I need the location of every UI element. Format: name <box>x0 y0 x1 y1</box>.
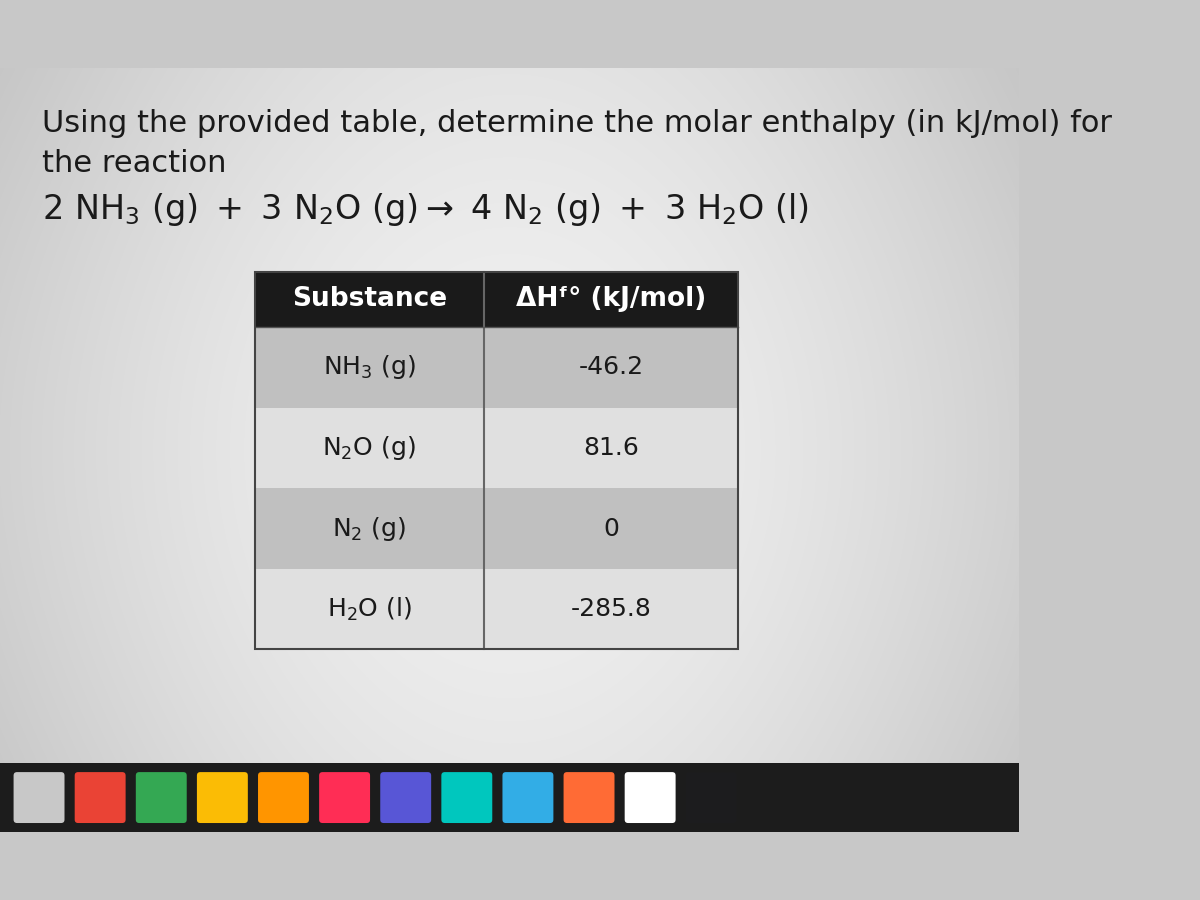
Bar <box>0 763 1019 832</box>
Bar <box>254 488 738 569</box>
Text: -46.2: -46.2 <box>578 356 643 379</box>
FancyBboxPatch shape <box>197 772 248 823</box>
Text: ΔHᶠ° (kJ/mol): ΔHᶠ° (kJ/mol) <box>516 286 707 312</box>
FancyBboxPatch shape <box>442 772 492 823</box>
FancyBboxPatch shape <box>685 772 737 823</box>
Text: Substance: Substance <box>292 286 446 312</box>
Text: the reaction: the reaction <box>42 148 227 177</box>
Text: $\mathregular{N_2O\ (g)}$: $\mathregular{N_2O\ (g)}$ <box>323 434 416 462</box>
Text: $\mathregular{H_2O\ (l)}$: $\mathregular{H_2O\ (l)}$ <box>326 596 412 623</box>
Text: 0: 0 <box>604 517 619 541</box>
FancyBboxPatch shape <box>136 772 187 823</box>
Text: $\mathregular{NH_3\ (g)}$: $\mathregular{NH_3\ (g)}$ <box>323 353 415 382</box>
FancyBboxPatch shape <box>564 772 614 823</box>
Text: Using the provided table, determine the molar enthalpy (in kJ/mol) for: Using the provided table, determine the … <box>42 109 1112 138</box>
FancyBboxPatch shape <box>13 772 65 823</box>
Bar <box>254 408 738 488</box>
Text: -285.8: -285.8 <box>571 597 652 621</box>
Bar <box>254 327 738 408</box>
Bar <box>254 272 738 650</box>
Bar <box>254 569 738 650</box>
FancyBboxPatch shape <box>380 772 431 823</box>
Bar <box>254 272 738 327</box>
Text: $\mathregular{2\ NH_3\ (g)\ +\ 3\ N_2O\ (g)\rightarrow\ 4\ N_2\ (g)\ +\ 3\ H_2O\: $\mathregular{2\ NH_3\ (g)\ +\ 3\ N_2O\ … <box>42 191 810 228</box>
FancyBboxPatch shape <box>258 772 308 823</box>
FancyBboxPatch shape <box>625 772 676 823</box>
FancyBboxPatch shape <box>503 772 553 823</box>
Text: $\mathregular{N_2\ (g)}$: $\mathregular{N_2\ (g)}$ <box>332 515 407 543</box>
Text: 81.6: 81.6 <box>583 436 640 460</box>
FancyBboxPatch shape <box>74 772 126 823</box>
FancyBboxPatch shape <box>319 772 370 823</box>
